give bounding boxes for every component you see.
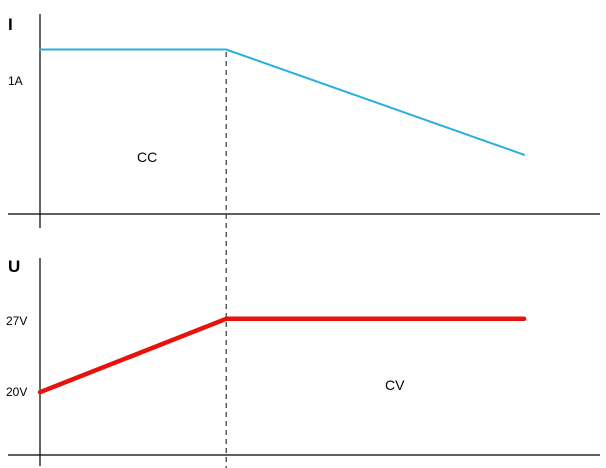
top-y-axis-title: I	[8, 15, 13, 34]
current-series-line	[39, 48, 526, 156]
bottom-y-tick-label-20v: 20V	[6, 385, 27, 399]
top-y-tick-label: 1A	[8, 74, 23, 88]
bottom-y-axis-title: U	[8, 257, 20, 276]
voltage-series-line	[37, 316, 527, 395]
cv-region-label: CV	[385, 377, 405, 393]
bottom-y-tick-label-27v: 27V	[6, 314, 27, 328]
cc-region-label: CC	[137, 149, 157, 165]
